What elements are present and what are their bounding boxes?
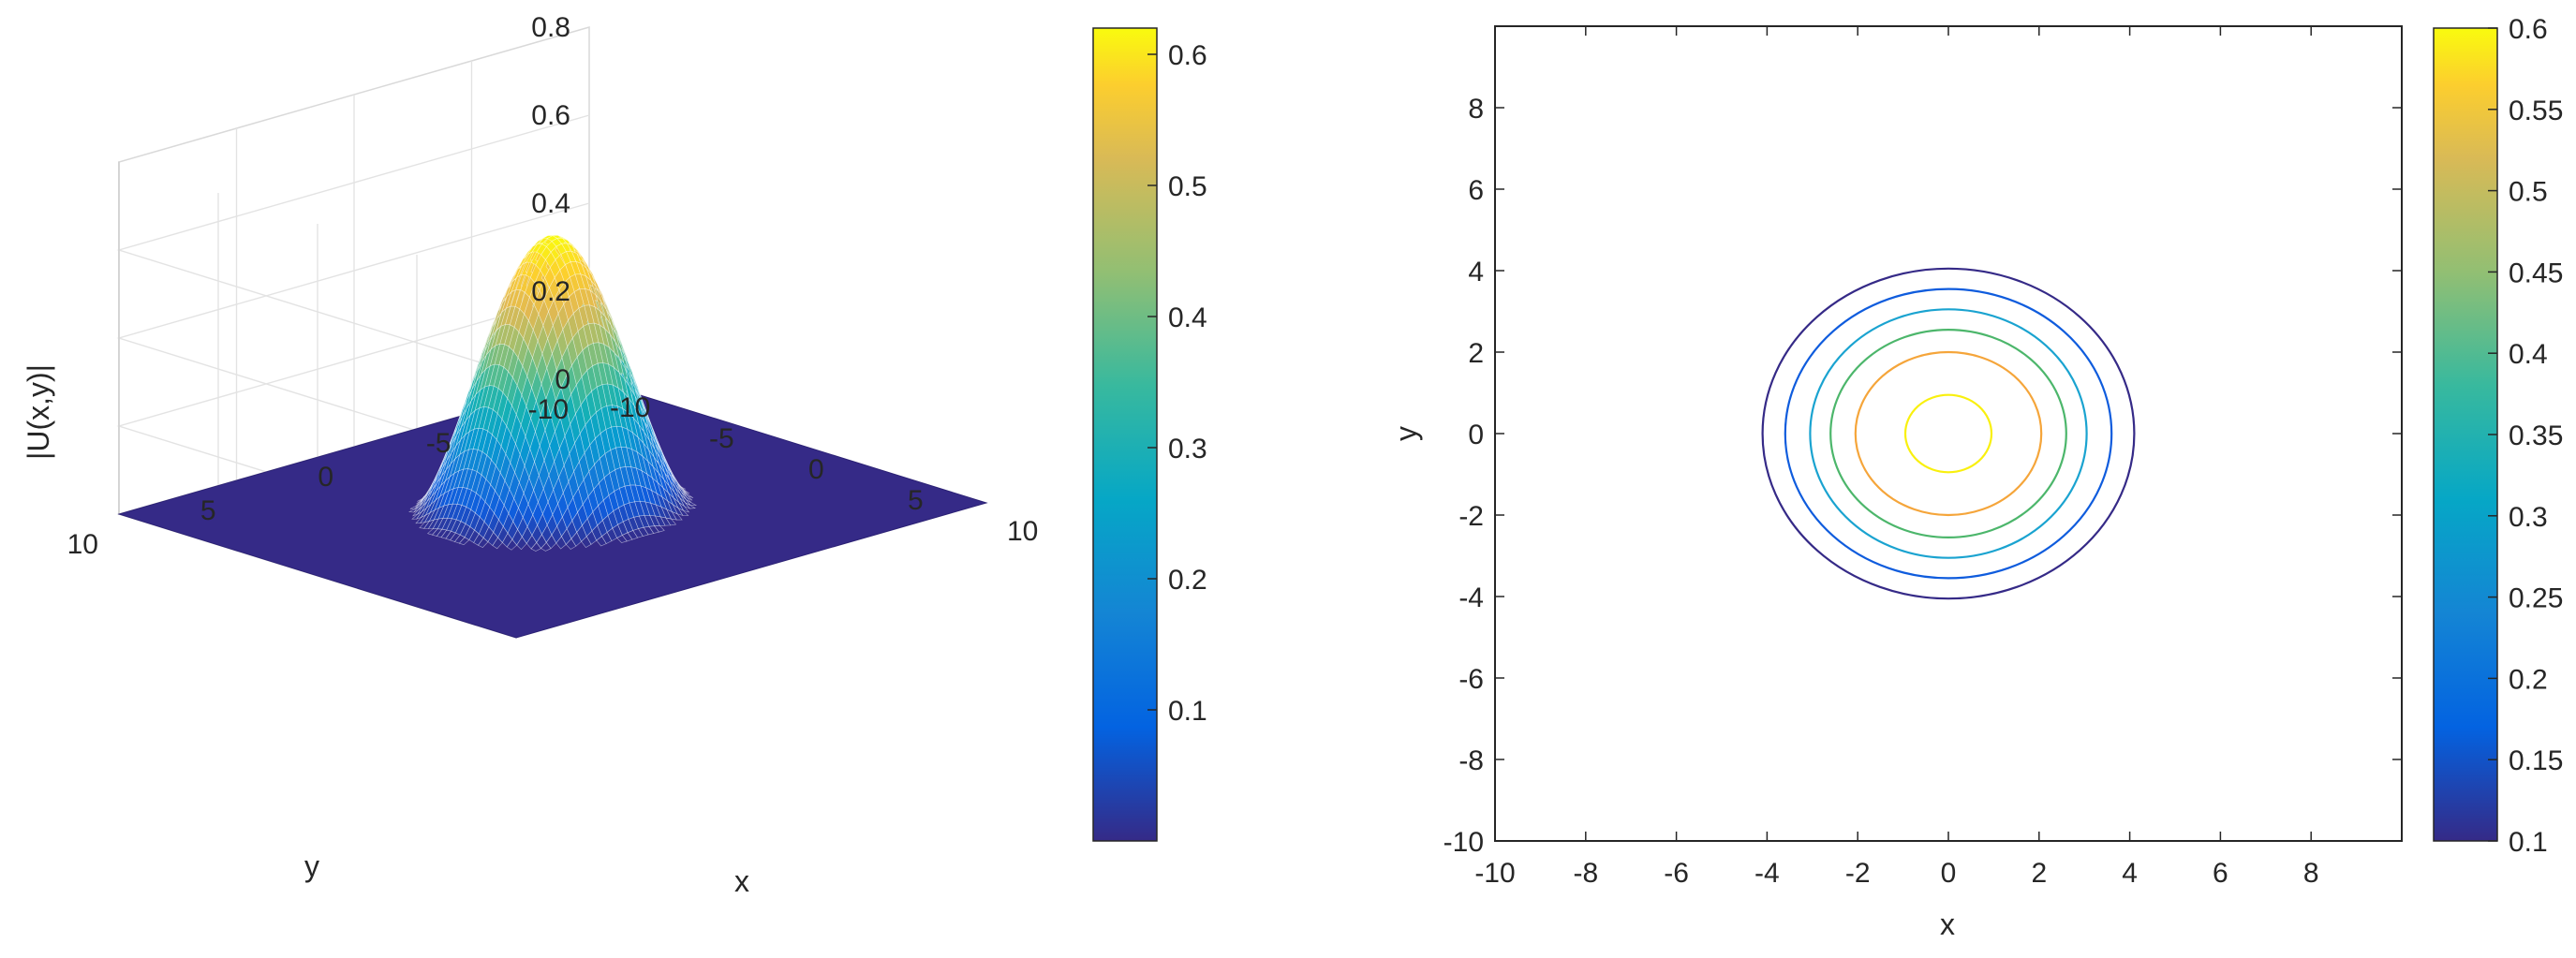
contour-level-2 xyxy=(1809,308,2088,559)
surface-colorbar xyxy=(1092,27,1158,842)
contour-level-1 xyxy=(1784,287,2113,580)
contour-xtick-label: -8 xyxy=(1573,858,1598,889)
contour-axes-box xyxy=(1494,25,2403,842)
contour-xtick-label: 8 xyxy=(2303,858,2319,889)
surface-xtick-label: 10 xyxy=(1007,516,1038,547)
surface-xtick-label: 5 xyxy=(908,485,924,516)
contour-colorbar-ticks: 0.6 0.55 0.5 0.45 0.4 0.35 0.3 0.25 0.2 0.15 0.1 xyxy=(2488,14,2563,858)
surface-ylabel: y xyxy=(304,849,319,883)
contour-ytick-label: 0 xyxy=(1468,420,1484,450)
contour-colorbar-tick-label: 0.6 xyxy=(2509,14,2548,45)
contour-colorbar-tick-label: 0.2 xyxy=(2509,664,2548,695)
surface-ytick-label: 10 xyxy=(67,529,98,560)
surface-plot: 0 0.2 0.4 0.6 0.8 10 5 0 -5 -10 -10 -5 0 5 10 |U(x,y)|… xyxy=(22,12,1207,898)
contour-ytick-label: 6 xyxy=(1468,175,1484,206)
contour-level-3 xyxy=(1829,329,2067,539)
surface-colorbar-tick-label: 0.1 xyxy=(1168,696,1207,727)
contour-xtick-label: -4 xyxy=(1754,858,1780,889)
contour-ytick-label: 4 xyxy=(1468,257,1484,287)
contour-colorbar-tick-label: 0.25 xyxy=(2509,583,2563,614)
surface-xtick-label: -10 xyxy=(610,392,650,423)
surface-colorbar-tick-label: 0.6 xyxy=(1168,40,1207,71)
surface-ztick-label: 0.8 xyxy=(531,12,570,43)
surface-ztick-label: 0.2 xyxy=(531,276,570,307)
contour-ytick-label: -10 xyxy=(1443,827,1484,858)
contour-xtick-label: 2 xyxy=(2031,858,2047,889)
contour-colorbar-tick-label: 0.5 xyxy=(2509,177,2548,208)
contour-ytick-label: -6 xyxy=(1458,664,1484,695)
contour-ytick-label: -2 xyxy=(1458,501,1484,532)
contour-level-0 xyxy=(1761,267,2136,600)
contour-colorbar-tick-label: 0.1 xyxy=(2509,827,2548,858)
contour-lines xyxy=(1761,267,2136,600)
contour-colorbar-tick-label: 0.35 xyxy=(2509,420,2563,451)
surface-zlabel: |U(x,y)| xyxy=(22,364,55,460)
surface-xtick-label: -5 xyxy=(709,423,734,454)
surface-colorbar-tick-label: 0.4 xyxy=(1168,302,1207,333)
contour-colorbar-tick-label: 0.3 xyxy=(2509,502,2548,533)
surface-ztick-label: 0.4 xyxy=(531,188,570,219)
contour-xtick-label: -2 xyxy=(1845,858,1871,889)
surface-colorbar-tick-label: 0.5 xyxy=(1168,171,1207,202)
contour-colorbar-tick-label: 0.15 xyxy=(2509,745,2563,776)
contour-plot: -10 -8 -6 -4 -2 0 2 4 6 8 8 6 4 2 0 -2 -4 -6 -8 -10 x y 0.6… xyxy=(1389,14,2563,941)
contour-xtick-label: 6 xyxy=(2213,858,2228,889)
surface-xtick-label: 0 xyxy=(808,454,824,485)
surface-colorbar-ticks: 0.1 0.2 0.3 0.4 0.5 0.6 xyxy=(1147,40,1207,727)
contour-tick-labels: -10 -8 -6 -4 -2 0 2 4 6 8 8 6 4 2 0 -2 -4 -6 -8 -10 xyxy=(1443,26,2402,889)
surface-ytick-label: 0 xyxy=(318,462,333,493)
contour-xtick-label: -10 xyxy=(1474,858,1515,889)
contour-ytick-label: 8 xyxy=(1468,94,1484,125)
surface-tick-labels: 0 0.2 0.4 0.6 0.8 10 5 0 -5 -10 -10 -5 0 5 10 xyxy=(67,12,1039,560)
contour-ylabel: y xyxy=(1389,426,1423,441)
surface-xlabel: x xyxy=(734,864,749,898)
surface-colorbar-tick-label: 0.2 xyxy=(1168,565,1207,596)
contour-xlabel: x xyxy=(1940,907,1955,941)
surface-ztick-label: 0 xyxy=(555,364,570,395)
contour-level-4 xyxy=(1854,350,2043,517)
surface-ytick-label: -10 xyxy=(528,394,569,425)
surface-ztick-label: 0.6 xyxy=(531,100,570,131)
surface-colorbar-tick-label: 0.3 xyxy=(1168,434,1207,464)
surface-mesh xyxy=(407,234,698,552)
contour-ytick-label: -8 xyxy=(1458,745,1484,776)
contour-colorbar-tick-label: 0.4 xyxy=(2509,339,2548,370)
contour-xtick-label: 0 xyxy=(1941,858,1957,889)
contour-level-5 xyxy=(1903,393,1993,474)
contour-ytick-label: 2 xyxy=(1468,338,1484,369)
contour-colorbar-tick-label: 0.55 xyxy=(2509,96,2563,126)
contour-xtick-label: -6 xyxy=(1664,858,1689,889)
contour-xtick-label: 4 xyxy=(2122,858,2138,889)
surface-ytick-label: -5 xyxy=(426,428,452,459)
contour-ytick-label: -4 xyxy=(1458,582,1484,613)
surface-ytick-label: 5 xyxy=(200,495,216,526)
contour-colorbar-tick-label: 0.45 xyxy=(2509,258,2563,288)
contour-colorbar xyxy=(2433,27,2498,842)
